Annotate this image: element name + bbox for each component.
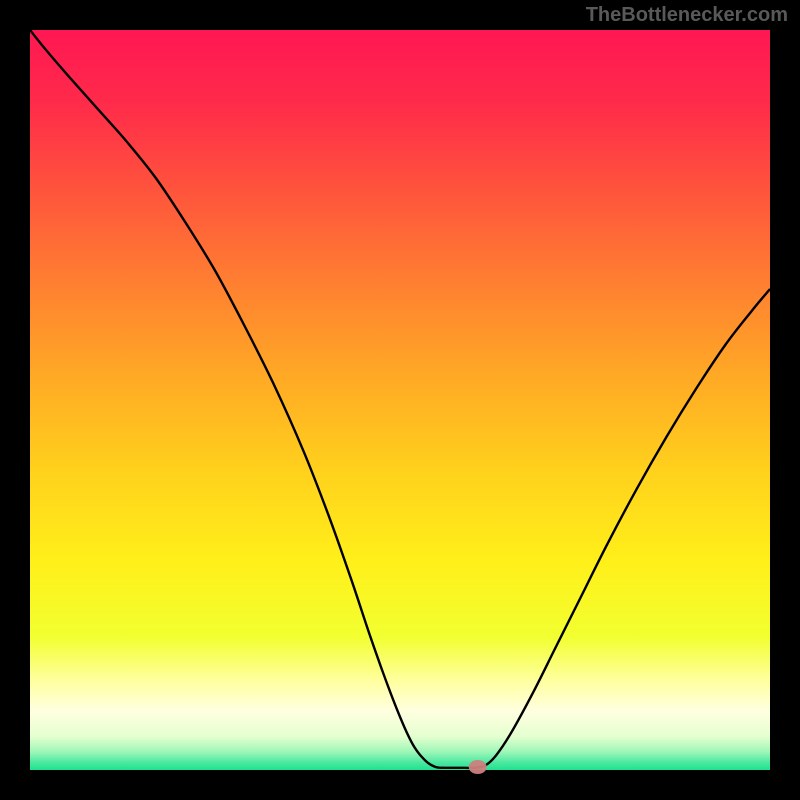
chart-container: TheBottlenecker.com <box>0 0 800 800</box>
bottleneck-chart <box>0 0 800 800</box>
watermark-text: TheBottlenecker.com <box>586 4 788 27</box>
optimal-point-marker <box>469 760 487 774</box>
